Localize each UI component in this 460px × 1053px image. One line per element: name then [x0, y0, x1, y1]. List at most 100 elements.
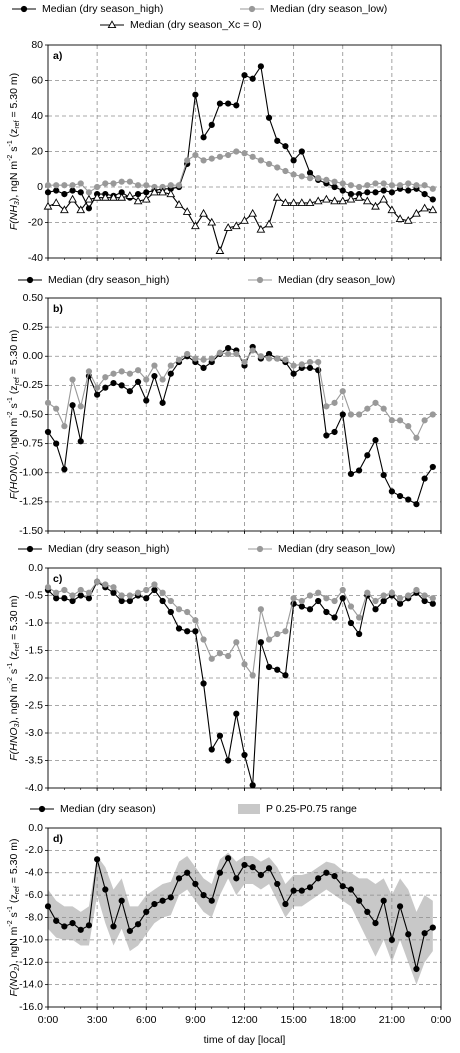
y-axis-title: F(HNO3), ngN m-2 s-1 (zref = 5.30 m) — [7, 595, 21, 760]
x-tick-label: 9:00 — [185, 1014, 206, 1026]
data-point — [396, 417, 404, 424]
data-point — [125, 191, 135, 199]
data-point — [200, 680, 207, 687]
data-point — [331, 597, 338, 605]
data-point — [420, 203, 429, 212]
data-point — [215, 246, 225, 254]
data-point — [429, 595, 436, 602]
data-point — [265, 663, 273, 671]
data-point — [184, 608, 191, 616]
data-point — [405, 931, 412, 938]
data-point — [216, 349, 224, 356]
data-point — [223, 223, 233, 231]
y-axis-title-part: (z — [8, 129, 20, 141]
data-point — [323, 608, 330, 616]
x-tick-label: 3:00 — [87, 1014, 108, 1026]
data-point — [274, 137, 281, 144]
y-tick-label: -3.0 — [25, 727, 43, 739]
x-tick-label: 18:00 — [330, 1014, 356, 1026]
legend-label: Median (dry season_Xc = 0) — [130, 19, 262, 31]
data-point — [126, 592, 133, 599]
data-point — [413, 501, 420, 508]
data-point — [356, 183, 363, 191]
data-point — [134, 589, 142, 596]
data-point — [306, 175, 314, 182]
panel-label: b) — [53, 303, 63, 315]
y-axis-title-part: (z — [8, 385, 20, 397]
data-point — [380, 897, 387, 904]
data-point — [282, 143, 289, 150]
data-point — [347, 470, 355, 478]
y-tick-label: -20 — [28, 216, 43, 228]
data-point — [233, 710, 240, 717]
data-point — [346, 194, 356, 203]
data-point — [69, 376, 76, 383]
y-tick-label: 0.0 — [28, 562, 43, 574]
y-tick-label: 60 — [31, 74, 43, 86]
y-axis-title-part: s — [8, 669, 20, 677]
data-point — [77, 592, 84, 599]
data-point — [315, 175, 322, 182]
data-point — [233, 639, 240, 646]
data-point — [150, 187, 159, 196]
data-point — [61, 595, 68, 602]
data-point — [241, 150, 248, 157]
data-point — [380, 471, 387, 479]
data-point — [208, 746, 215, 753]
data-point — [175, 625, 183, 632]
data-point — [405, 180, 412, 187]
data-point — [241, 72, 248, 79]
data-point — [315, 597, 322, 605]
y-axis-title-part: 2 — [14, 967, 21, 972]
data-point — [298, 597, 305, 605]
data-point — [94, 384, 101, 391]
data-point — [272, 192, 282, 201]
data-point — [159, 376, 166, 383]
data-point — [44, 584, 52, 591]
x-tick-label: 12:00 — [231, 1014, 257, 1026]
data-point — [421, 417, 428, 424]
data-point — [421, 930, 428, 937]
data-point — [184, 350, 191, 358]
data-point — [396, 492, 404, 500]
data-point — [429, 185, 436, 192]
panel-label: d) — [53, 833, 63, 845]
data-point — [331, 873, 338, 880]
data-point — [143, 182, 150, 189]
data-point — [60, 205, 69, 214]
data-point — [69, 402, 76, 409]
y-tick-label: -40 — [28, 252, 43, 264]
y-axis-title-part: -2 — [7, 155, 14, 161]
data-point — [429, 463, 436, 471]
data-point — [405, 496, 412, 503]
data-point — [225, 652, 232, 660]
data-point — [118, 897, 125, 904]
data-point — [331, 178, 338, 185]
data-point — [364, 452, 371, 459]
data-point — [339, 883, 346, 890]
data-point — [69, 597, 76, 605]
data-point — [282, 628, 289, 635]
data-point — [61, 182, 68, 189]
data-point — [134, 367, 142, 374]
data-point — [182, 207, 192, 215]
data-point — [339, 586, 346, 594]
data-point — [77, 180, 84, 187]
legend-label: Median (dry season_low) — [278, 274, 395, 286]
data-point — [167, 182, 174, 189]
data-point — [388, 936, 395, 943]
data-point — [77, 189, 84, 196]
y-tick-label: -16.0 — [19, 1001, 43, 1013]
legend-marker — [20, 5, 28, 13]
data-point — [175, 182, 183, 189]
y-tick-label: 40 — [31, 110, 43, 122]
data-point — [44, 903, 52, 910]
data-point — [53, 595, 60, 602]
data-point — [290, 370, 297, 377]
legend-marker — [26, 276, 34, 284]
data-point — [298, 887, 305, 894]
data-point — [167, 894, 174, 901]
y-tick-label: -1.0 — [25, 617, 43, 629]
data-point — [192, 355, 199, 362]
